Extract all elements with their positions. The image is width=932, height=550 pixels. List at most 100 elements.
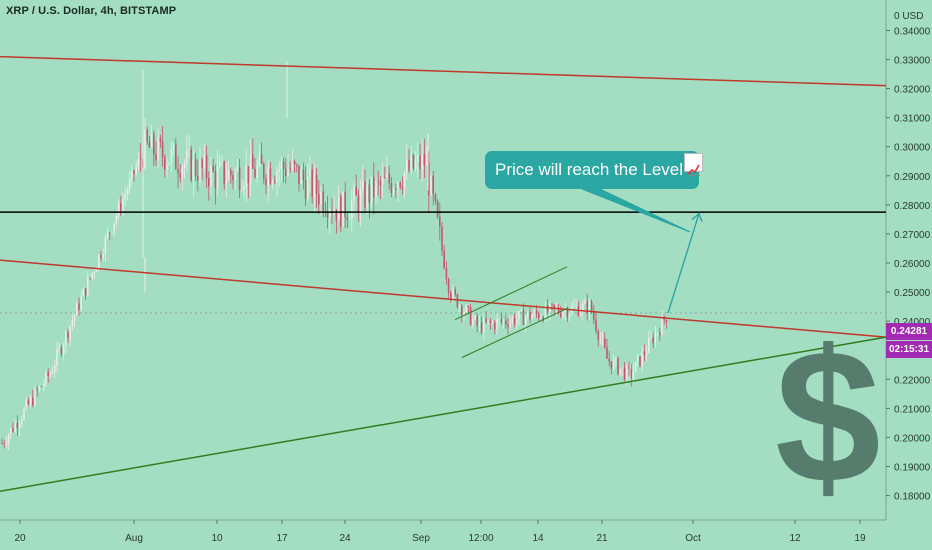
candle-body bbox=[335, 209, 338, 221]
candle-body bbox=[302, 170, 305, 181]
candle-body bbox=[157, 137, 159, 161]
candle-body bbox=[18, 423, 21, 429]
candle-body bbox=[60, 347, 63, 355]
candle-body bbox=[403, 172, 406, 189]
candle-body bbox=[254, 168, 256, 178]
candle-body bbox=[234, 170, 236, 181]
candle-body bbox=[439, 216, 441, 227]
candle-body bbox=[322, 191, 324, 211]
y-tick-label: 0.25000 bbox=[894, 288, 931, 299]
candle-body bbox=[593, 312, 595, 320]
y-tick-label: 0.18000 bbox=[894, 492, 931, 503]
candle-body bbox=[639, 356, 641, 367]
candle-body bbox=[49, 373, 52, 377]
candle-body bbox=[241, 189, 243, 191]
candle-body bbox=[617, 358, 619, 375]
candle-body bbox=[560, 313, 562, 317]
candle-body bbox=[225, 179, 228, 184]
x-tick-label: 20 bbox=[14, 533, 26, 544]
candle-body bbox=[333, 209, 335, 214]
candle-body bbox=[584, 301, 586, 304]
candle-body bbox=[326, 212, 329, 218]
candle-body bbox=[626, 366, 628, 380]
candle-body bbox=[379, 181, 382, 186]
x-tick-label: 17 bbox=[276, 533, 288, 544]
candle-body bbox=[122, 199, 124, 211]
x-tick-label: 14 bbox=[532, 533, 544, 544]
candle-body bbox=[606, 347, 608, 359]
countdown-tag: 02:15:31 bbox=[886, 341, 932, 358]
candle-body bbox=[586, 301, 588, 314]
candle-body bbox=[258, 154, 261, 167]
candle-body bbox=[410, 154, 412, 171]
candle-body bbox=[434, 194, 437, 202]
candle-body bbox=[377, 180, 379, 182]
candle-body bbox=[267, 168, 269, 186]
candle-body bbox=[73, 315, 76, 321]
candle-body bbox=[172, 144, 175, 150]
y-tick-label: 0.30000 bbox=[894, 143, 931, 154]
candle-body bbox=[573, 306, 575, 308]
symbol-title: XRP / U.S. Dollar, 4h, BITSTAMP bbox=[6, 5, 176, 17]
candle-body bbox=[436, 201, 439, 217]
candle-body bbox=[93, 271, 96, 273]
y-tick-label: 0.19000 bbox=[894, 463, 931, 474]
x-tick-label: Aug bbox=[125, 533, 143, 544]
y-tick-label: 0.21000 bbox=[894, 404, 931, 415]
candle-body bbox=[36, 389, 38, 391]
candle-body bbox=[133, 170, 135, 174]
candle-body bbox=[362, 181, 364, 190]
candle-body bbox=[38, 386, 41, 391]
candle-body bbox=[604, 338, 606, 348]
candle-body bbox=[32, 397, 34, 406]
candle-body bbox=[210, 165, 212, 187]
candle-body bbox=[359, 189, 362, 213]
candle-body bbox=[146, 129, 148, 142]
candle-body bbox=[610, 361, 613, 370]
candle-body bbox=[355, 186, 357, 196]
candle-body bbox=[287, 168, 289, 176]
candle-body bbox=[329, 210, 331, 218]
candle-body bbox=[260, 154, 263, 164]
candle-body bbox=[91, 272, 93, 279]
candle-body bbox=[461, 305, 463, 315]
candle-body bbox=[597, 330, 599, 340]
candle-body bbox=[408, 159, 410, 171]
channel-upper-line bbox=[454, 266, 568, 321]
x-tick-label: Sep bbox=[412, 533, 430, 544]
candle-body bbox=[124, 194, 126, 200]
candle-body bbox=[441, 226, 443, 251]
candle-body bbox=[384, 177, 386, 179]
candle-body bbox=[10, 427, 12, 436]
candle-body bbox=[351, 201, 353, 220]
candle-body bbox=[249, 154, 252, 184]
candle-body bbox=[245, 166, 247, 187]
callout-box[interactable]: Price will reach the Level bbox=[485, 151, 704, 189]
candle-body bbox=[518, 311, 520, 320]
candle-body bbox=[494, 322, 496, 330]
candle-body bbox=[69, 326, 71, 339]
candle-body bbox=[216, 166, 219, 189]
candle-body bbox=[489, 320, 492, 323]
candle-body bbox=[456, 294, 459, 308]
candle-body bbox=[522, 309, 525, 326]
candle-body bbox=[153, 133, 155, 155]
candle-body bbox=[280, 161, 283, 170]
candle-body bbox=[524, 317, 527, 326]
candle-body bbox=[111, 232, 113, 234]
candle-body bbox=[381, 177, 384, 186]
candle-body bbox=[175, 144, 177, 170]
candle-body bbox=[590, 301, 593, 313]
candle-body bbox=[641, 351, 643, 367]
candle-body bbox=[535, 310, 538, 314]
candle-body bbox=[238, 167, 241, 191]
candle-body bbox=[76, 303, 78, 316]
candle-body bbox=[263, 163, 265, 179]
candle-body bbox=[544, 304, 547, 321]
candle-body bbox=[370, 176, 373, 203]
candle-body bbox=[337, 196, 340, 221]
y-tick-label: 0.20000 bbox=[894, 433, 931, 444]
candle-body bbox=[252, 154, 254, 169]
